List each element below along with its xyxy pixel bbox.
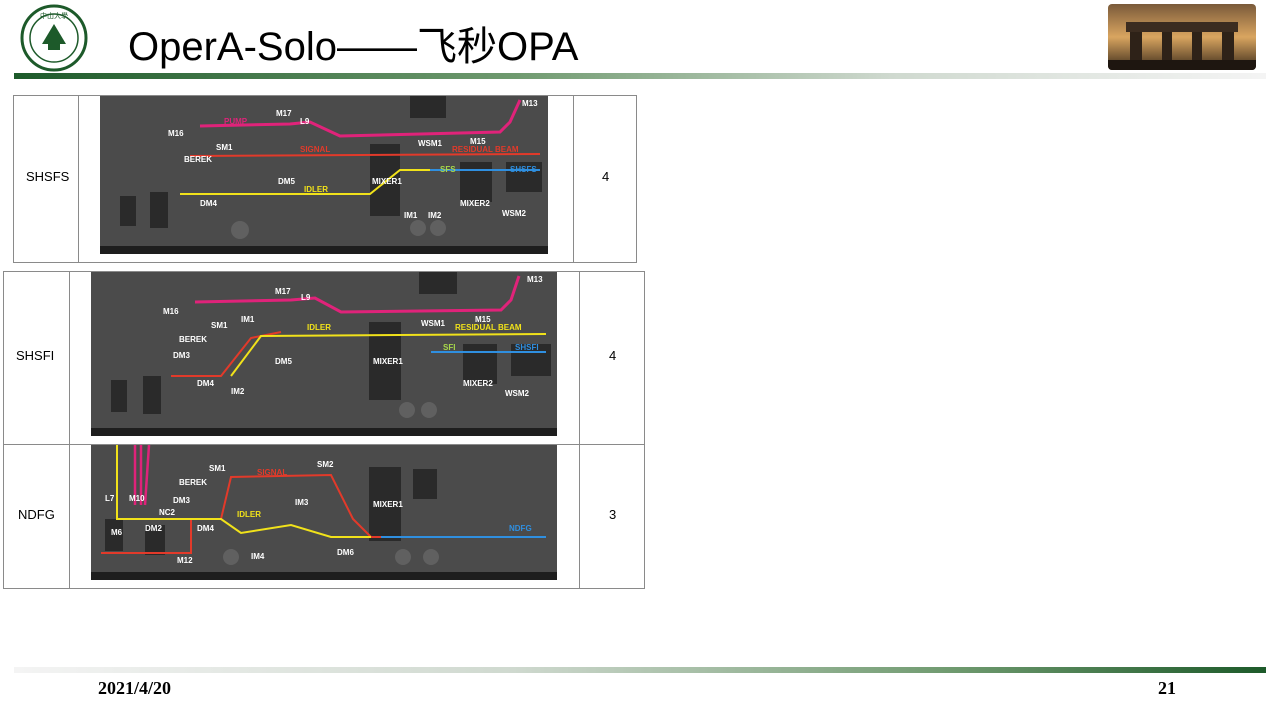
svg-text:BEREK: BEREK — [184, 155, 212, 164]
svg-text:DM5: DM5 — [278, 177, 295, 186]
page-title: OperA-Solo——飞秒OPA — [128, 25, 579, 69]
svg-text:IDLER: IDLER — [307, 323, 331, 332]
optical-layout-diagram-ndfg: SM1 SIGNAL SM2 BEREK L7 M10 DM3 NC2 IM3 … — [91, 445, 557, 580]
svg-text:WSM2: WSM2 — [505, 389, 530, 398]
logo-text-top: 中山大學 — [40, 11, 68, 20]
row-label: NDFG — [18, 507, 55, 522]
svg-text:WSM1: WSM1 — [418, 139, 443, 148]
svg-text:M15: M15 — [470, 137, 486, 146]
svg-text:SHSFS: SHSFS — [510, 165, 537, 174]
campus-gate-photo — [1108, 4, 1256, 70]
svg-text:IM3: IM3 — [295, 498, 309, 507]
svg-text:IM4: IM4 — [251, 552, 265, 561]
svg-text:M6: M6 — [111, 528, 123, 537]
svg-text:DM3: DM3 — [173, 351, 190, 360]
svg-text:IM2: IM2 — [428, 211, 442, 220]
svg-text:DM6: DM6 — [337, 548, 354, 557]
svg-text:RESIDUAL BEAM: RESIDUAL BEAM — [455, 323, 522, 332]
svg-text:IM1: IM1 — [241, 315, 255, 324]
svg-text:MIXER1: MIXER1 — [373, 500, 403, 509]
svg-text:DM4: DM4 — [200, 199, 217, 208]
row-label: SHSFS — [26, 169, 70, 184]
svg-text:PUMP: PUMP — [224, 117, 248, 126]
svg-text:SM1: SM1 — [216, 143, 233, 152]
row-count: 4 — [602, 169, 610, 184]
svg-text:MIXER1: MIXER1 — [373, 357, 403, 366]
svg-text:NDFG: NDFG — [509, 524, 532, 533]
svg-text:M13: M13 — [522, 99, 538, 108]
svg-text:BEREK: BEREK — [179, 335, 207, 344]
slide-number: 21 — [1158, 678, 1176, 698]
row-label: SHSFI — [16, 348, 55, 363]
svg-text:SIGNAL: SIGNAL — [257, 468, 287, 477]
svg-text:DM4: DM4 — [197, 524, 214, 533]
slide-date: 2021/4/20 — [98, 678, 172, 698]
svg-text:WSM1: WSM1 — [421, 319, 446, 328]
svg-text:DM3: DM3 — [173, 496, 190, 505]
svg-text:SM1: SM1 — [211, 321, 228, 330]
svg-text:MIXER2: MIXER2 — [460, 199, 490, 208]
svg-text:M12: M12 — [177, 556, 193, 565]
svg-text:DM2: DM2 — [145, 524, 162, 533]
optical-layout-diagram-shsfi: M16 M17 L9 SM1 IM1 IDLER BEREK DM3 DM5 D… — [91, 272, 557, 436]
row-count: 3 — [609, 507, 617, 522]
svg-text:L9: L9 — [300, 117, 310, 126]
svg-text:WSM2: WSM2 — [502, 209, 527, 218]
svg-text:SFS: SFS — [440, 165, 456, 174]
row-count: 4 — [609, 348, 617, 363]
footer-divider — [14, 667, 1266, 673]
svg-text:M10: M10 — [129, 494, 145, 503]
optical-layout-diagram-shshfs: M16 PUMP M17 L9 SM1 SIGNAL BEREK DM5 IDL… — [100, 96, 548, 254]
svg-text:M17: M17 — [276, 109, 292, 118]
svg-text:RESIDUAL BEAM: RESIDUAL BEAM — [452, 145, 519, 154]
svg-text:IM1: IM1 — [404, 211, 418, 220]
svg-text:SM2: SM2 — [317, 460, 334, 469]
svg-text:IDLER: IDLER — [304, 185, 328, 194]
svg-text:IDLER: IDLER — [237, 510, 261, 519]
svg-text:DM4: DM4 — [197, 379, 214, 388]
svg-text:SFI: SFI — [443, 343, 455, 352]
svg-text:L7: L7 — [105, 494, 115, 503]
svg-text:IM2: IM2 — [231, 387, 245, 396]
svg-text:M16: M16 — [163, 307, 179, 316]
header-divider — [14, 73, 1266, 79]
svg-text:L9: L9 — [301, 293, 311, 302]
svg-text:M16: M16 — [168, 129, 184, 138]
svg-text:M15: M15 — [475, 315, 491, 324]
svg-text:M13: M13 — [527, 275, 543, 284]
svg-text:MIXER1: MIXER1 — [372, 177, 402, 186]
svg-text:MIXER2: MIXER2 — [463, 379, 493, 388]
svg-text:M17: M17 — [275, 287, 291, 296]
svg-text:SM1: SM1 — [209, 464, 226, 473]
university-logo: 中山大學 — [20, 4, 88, 72]
svg-text:NC2: NC2 — [159, 508, 176, 517]
svg-text:BEREK: BEREK — [179, 478, 207, 487]
svg-text:DM5: DM5 — [275, 357, 292, 366]
svg-text:SHSFI: SHSFI — [515, 343, 539, 352]
svg-text:SIGNAL: SIGNAL — [300, 145, 330, 154]
